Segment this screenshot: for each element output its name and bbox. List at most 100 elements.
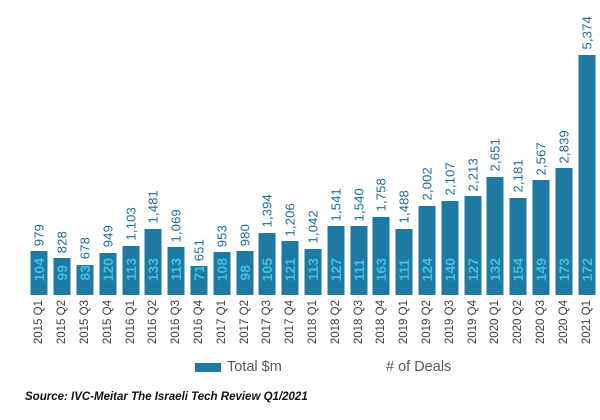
bar-value-label: 678 — [77, 237, 93, 260]
bar-value-label: 2,651 — [487, 138, 503, 172]
deals-count-label: 113 — [122, 258, 139, 281]
bar-slot: 651 71 2016 Q4 — [188, 0, 211, 344]
deals-count-label: 163 — [373, 257, 390, 281]
deals-count-label: 124 — [418, 257, 435, 281]
total-bar — [304, 248, 322, 295]
total-bar — [532, 180, 550, 295]
bar-slot: 980 98 2017 Q2 — [233, 0, 256, 344]
deals-count-label: 149 — [532, 257, 549, 281]
deals-count-label: 132 — [487, 257, 504, 281]
deals-count-label: 111 — [350, 259, 367, 281]
bar-slot: 5,374 172 2021 Q1 — [575, 0, 598, 344]
bar-slot: 1,206 121 2017 Q4 — [279, 0, 302, 344]
bar-value-label: 1,206 — [282, 202, 298, 237]
bar-value-label: 1,481 — [145, 190, 161, 224]
total-bar — [395, 228, 413, 295]
total-bar — [281, 241, 299, 295]
source-caption: Source: IVC-Meitar The Israeli Tech Revi… — [25, 391, 308, 403]
legend-item-total: Total $m — [195, 359, 282, 375]
bar-slot: 949 120 2015 Q4 — [96, 0, 119, 344]
x-axis-label: 2015 Q1 — [33, 300, 46, 345]
total-bar — [53, 258, 71, 295]
bar-slot: 2,213 127 2019 Q4 — [461, 0, 484, 344]
deals-count-label: 71 — [190, 265, 207, 281]
bar-slot: 1,540 111 2018 Q3 — [347, 0, 370, 344]
legend-item-deals: # of Deals — [386, 359, 451, 375]
x-axis-label: 2016 Q3 — [170, 300, 183, 345]
deals-count-label: 127 — [464, 257, 481, 281]
deals-count-label: 111 — [396, 259, 413, 281]
total-bar — [486, 176, 504, 295]
bar-value-label: 1,758 — [373, 177, 389, 212]
total-bar — [464, 196, 482, 295]
bar-value-label: 5,374 — [579, 16, 595, 50]
total-bar — [99, 252, 117, 295]
x-axis-label: 2019 Q3 — [443, 300, 456, 345]
deals-count-label: 113 — [168, 258, 185, 281]
x-axis-label: 2019 Q2 — [420, 300, 433, 345]
x-axis-label: 2016 Q2 — [147, 300, 160, 345]
total-bar — [144, 228, 162, 295]
x-axis-label: 2021 Q1 — [580, 300, 593, 345]
bar-value-label: 980 — [237, 223, 253, 247]
bar-slot: 1,394 105 2017 Q3 — [256, 0, 279, 344]
bar-value-label: 2,567 — [533, 141, 549, 176]
x-axis-label: 2017 Q3 — [261, 300, 274, 345]
bar-slot: 2,181 154 2020 Q2 — [507, 0, 530, 344]
deals-count-label: 108 — [213, 257, 230, 281]
bar-slot: 2,839 173 2020 Q4 — [552, 0, 575, 344]
x-axis-label: 2017 Q2 — [238, 300, 251, 345]
bar-slot: 2,651 132 2020 Q1 — [484, 0, 507, 344]
x-axis-label: 2015 Q3 — [78, 300, 91, 345]
legend-label-deals: # of Deals — [386, 359, 452, 375]
bar-value-label: 2,107 — [442, 162, 458, 196]
deals-count-label: 140 — [441, 257, 458, 281]
x-axis-label: 2019 Q4 — [466, 300, 479, 345]
bar-value-label: 1,540 — [351, 187, 367, 222]
bar-value-label: 949 — [100, 225, 116, 248]
deals-count-label: 99 — [54, 265, 71, 281]
bar-slot: 1,103 113 2016 Q1 — [119, 0, 142, 344]
bar-slot: 678 83 2015 Q3 — [74, 0, 97, 344]
total-legend-swatch — [195, 362, 221, 372]
bar-value-label: 651 — [191, 238, 207, 261]
bar-slot: 953 108 2017 Q1 — [210, 0, 233, 344]
x-axis-label: 2018 Q1 — [306, 300, 319, 345]
total-bar — [578, 55, 596, 295]
x-axis-label: 2020 Q4 — [557, 300, 570, 345]
legend-label-total: Total $m — [227, 359, 282, 375]
bar-slot: 1,488 111 2019 Q1 — [393, 0, 416, 344]
bar-slot: 2,107 140 2019 Q3 — [438, 0, 461, 344]
x-axis-label: 2020 Q3 — [534, 300, 547, 345]
x-axis-label: 2017 Q4 — [284, 300, 297, 345]
x-axis-label: 2018 Q3 — [352, 300, 365, 345]
total-bar — [190, 265, 208, 295]
x-axis-label: 2016 Q4 — [192, 300, 205, 345]
deals-count-label: 173 — [555, 257, 572, 281]
x-axis-label: 2018 Q4 — [375, 300, 388, 345]
bar-value-label: 2,839 — [556, 129, 572, 164]
total-bar — [122, 245, 140, 295]
deals-count-label: 98 — [236, 265, 253, 281]
bar-value-label: 953 — [214, 225, 230, 248]
total-bar — [327, 226, 345, 295]
plot-area: 979 104 2015 Q1 828 99 2015 Q2 678 83 2015 Q3 949… — [28, 0, 598, 344]
deals-count-label: 127 — [327, 257, 344, 281]
deals-count-label: 172 — [578, 257, 595, 281]
total-bar — [441, 200, 459, 295]
x-axis-label: 2018 Q2 — [329, 300, 342, 345]
bar-value-label: 1,488 — [396, 189, 412, 224]
deals-count-label: 154 — [510, 257, 527, 281]
bar-value-label: 828 — [54, 230, 70, 253]
bar-value-label: 2,181 — [510, 159, 526, 193]
x-axis-label: 2019 Q1 — [398, 300, 411, 345]
total-bar — [509, 197, 527, 295]
bar-value-label: 1,541 — [328, 187, 344, 222]
total-bar — [258, 232, 276, 295]
total-bar — [76, 264, 94, 295]
deals-count-label: 104 — [31, 257, 48, 281]
total-bar — [236, 251, 254, 295]
total-bar — [350, 226, 368, 295]
bar-slot: 1,481 133 2016 Q2 — [142, 0, 165, 344]
